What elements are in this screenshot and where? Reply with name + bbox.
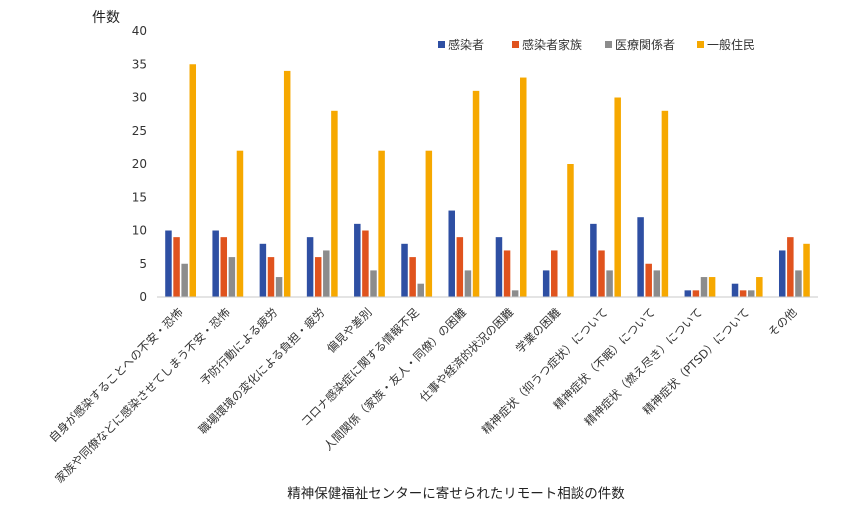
bar [495,237,503,297]
y-tick-label: 20 [132,157,147,171]
bar [189,64,197,297]
bar [401,243,408,297]
bar [692,290,700,297]
x-category-label: 仕事や経済的状況の困難 [417,305,516,404]
legend-label: 一般住民 [707,37,755,52]
x-category-label: 偏見や差別 [324,305,375,356]
bar [464,270,472,297]
bar [228,257,236,297]
bar [661,110,669,297]
legend-swatch [512,41,519,48]
bar [472,90,480,297]
y-tick-label: 0 [139,290,147,304]
bar [378,150,385,297]
y-tick-label: 35 [132,57,147,71]
bar [503,250,511,297]
bar [795,270,802,297]
bar [614,97,621,297]
y-tick-label: 15 [132,190,147,204]
bar [306,237,314,297]
bar [212,230,219,297]
legend: 感染者 感染者家族 医療関係者 一般住民 [438,37,755,52]
legend-label: 感染者 [448,37,484,52]
bar [684,290,692,297]
y-tick-label: 5 [139,257,147,271]
bar [425,150,433,297]
bar [739,290,747,297]
bar [456,237,464,297]
bar [362,230,369,297]
bar [756,277,763,297]
bar [370,270,377,297]
legend-swatch [697,41,704,48]
y-tick-label: 10 [132,224,147,238]
bar [448,210,455,297]
x-category-label: その他 [765,305,800,340]
bar [417,283,424,297]
bar [409,257,416,297]
bar [220,237,228,297]
bar [173,237,180,297]
bar [511,290,519,297]
bar [787,237,794,297]
bar [275,277,283,297]
y-tick-label: 25 [132,124,147,138]
bar [236,150,244,297]
bar [323,250,330,297]
bar [747,290,755,297]
bar [542,270,550,297]
bar [700,277,708,297]
bar [637,217,644,297]
y-tick-label: 30 [132,91,147,105]
bar [598,250,605,297]
bar [778,250,786,297]
legend-label: 感染者家族 [522,37,582,52]
legend-swatch [605,41,612,48]
y-axis: 0 5 10 15 20 25 30 35 40 [132,24,147,304]
bar [314,257,322,297]
bars [165,64,810,298]
x-category-label: 学業の困難 [513,305,564,356]
bar [606,270,613,297]
x-axis-categories: 自身が感染することへの不安・恐怖家族や同僚などに感染させてしまう不安・恐怖予防行… [46,305,800,486]
legend-label: 医療関係者 [615,38,675,52]
bar [567,164,574,297]
bar [283,70,291,298]
y-axis-title: 件数 [92,10,120,26]
bar [331,110,338,297]
bar [354,223,361,297]
bar [181,263,188,297]
bar [267,257,275,297]
x-axis-title: 精神保健福祉センターに寄せられたリモート相談の件数 [287,485,625,502]
bar [165,230,172,297]
y-tick-label: 40 [132,24,147,38]
legend-swatch [438,41,445,48]
bar [708,277,716,297]
x-category-label: 家族や同僚などに感染させてしまう不安・恐怖 [52,305,233,486]
bar [731,283,739,297]
bar [520,77,527,297]
bar [645,263,652,297]
bar [590,223,597,297]
bar [653,270,661,297]
bar [803,243,810,297]
bar [551,250,558,297]
bar [259,243,267,297]
